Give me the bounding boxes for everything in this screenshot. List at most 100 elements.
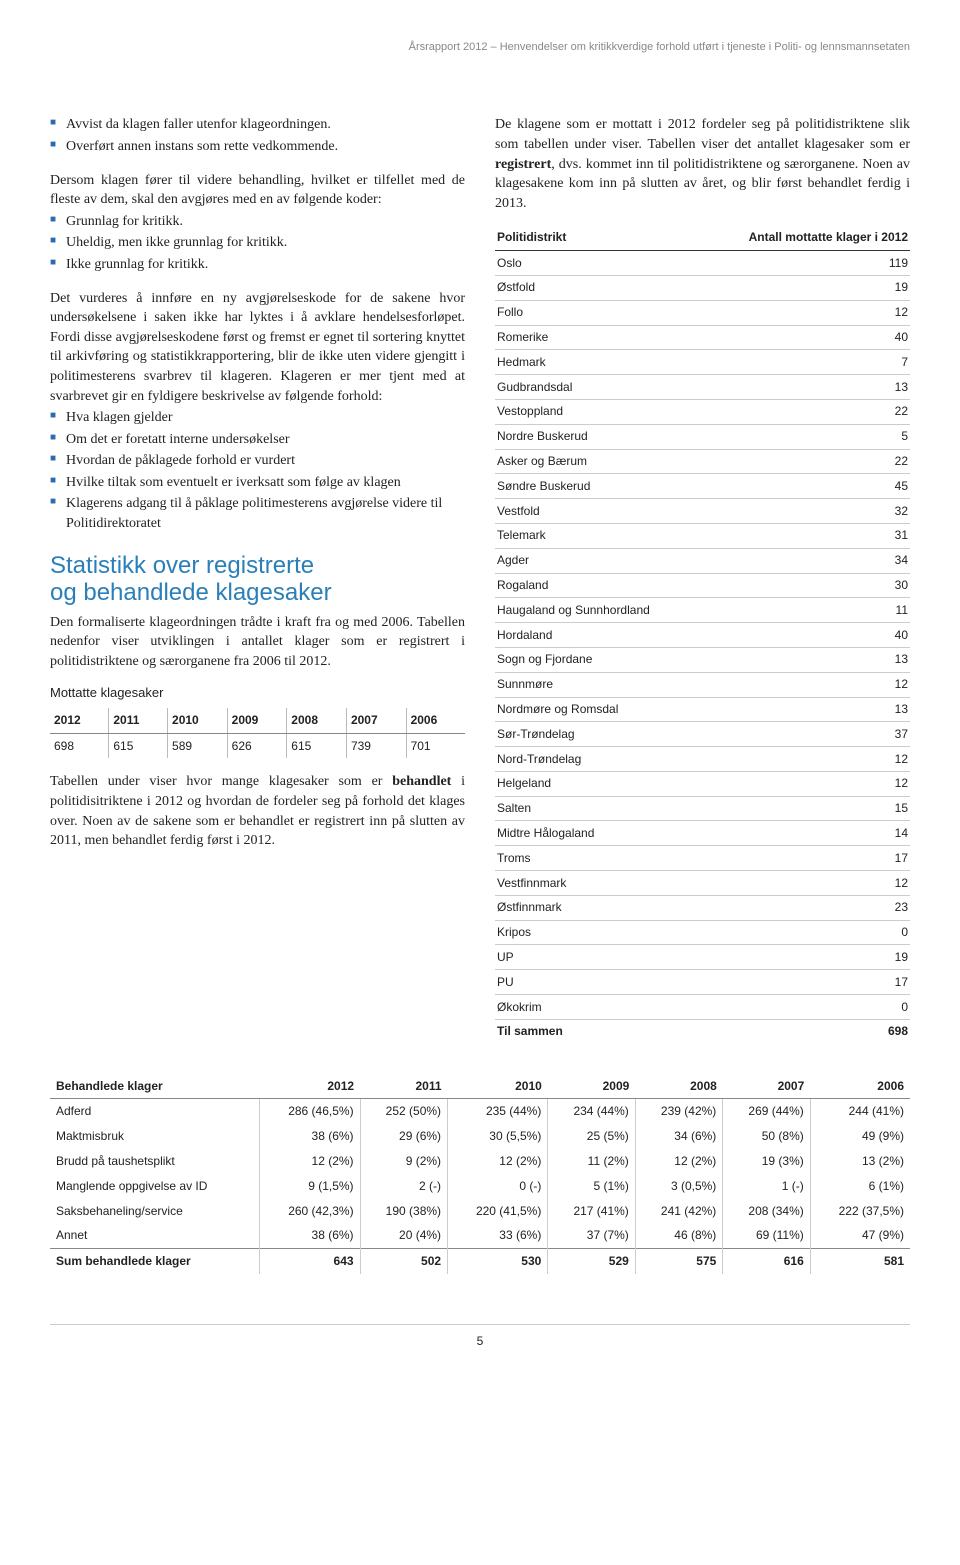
table-cell: 15	[698, 796, 910, 821]
table-cell: Nord-Trøndelag	[495, 747, 698, 772]
table-cell: 234 (44%)	[548, 1099, 635, 1124]
table-row: Manglende oppgivelse av ID9 (1,5%)2 (-)0…	[50, 1174, 910, 1199]
table-cell: 12	[698, 771, 910, 796]
bullet-list-1: Avvist da klagen faller utenfor klageord…	[50, 115, 465, 156]
table-cell: 34	[698, 548, 910, 573]
table-row: Helgeland12	[495, 771, 910, 796]
table-cell: 22	[698, 449, 910, 474]
bullet-list-3: Hva klagen gjelderOm det er foretatt int…	[50, 408, 465, 534]
table-cell: Nordmøre og Romsdal	[495, 697, 698, 722]
table-header: 2008	[287, 708, 347, 733]
table-cell: Kripos	[495, 920, 698, 945]
table-cell: 29 (6%)	[360, 1124, 447, 1149]
table-row: Nord-Trøndelag12	[495, 747, 910, 772]
table-total-row: Sum behandlede klager6435025305295756165…	[50, 1249, 910, 1274]
table-header: 2006	[406, 708, 465, 733]
paragraph: Det vurderes å innføre en ny avgjørelses…	[50, 289, 465, 407]
text: De klagene som er mottatt i 2012 fordele…	[495, 117, 910, 152]
table-cell: Brudd på taushetsplikt	[50, 1149, 260, 1174]
table-header: 2012	[50, 708, 109, 733]
bold-text: behandlet	[392, 774, 451, 789]
table-cell: 17	[698, 970, 910, 995]
table-cell: 23	[698, 895, 910, 920]
table-row: Haugaland og Sunnhordland11	[495, 598, 910, 623]
table-header: 2007	[346, 708, 406, 733]
table-row: Sogn og Fjordane13	[495, 647, 910, 672]
table-cell: 69 (11%)	[723, 1223, 810, 1248]
section-heading: Statistikk over registrerte og behandled…	[50, 552, 465, 607]
table-row: Østfinnmark23	[495, 895, 910, 920]
table-cell: 6 (1%)	[810, 1174, 910, 1199]
table-cell: Rogaland	[495, 573, 698, 598]
table-cell: 9 (2%)	[360, 1149, 447, 1174]
table-cell: 529	[548, 1249, 635, 1274]
table-cell: 38 (6%)	[260, 1124, 360, 1149]
right-column: De klagene som er mottatt i 2012 fordele…	[495, 115, 910, 1043]
table-cell: 241 (42%)	[635, 1199, 722, 1224]
list-item: Overført annen instans som rette vedkomm…	[50, 137, 465, 157]
table-cell: Sunnmøre	[495, 672, 698, 697]
table-cell: 5 (1%)	[548, 1174, 635, 1199]
table-cell: 615	[109, 733, 168, 758]
table-cell: 235 (44%)	[448, 1099, 548, 1124]
table-cell: Agder	[495, 548, 698, 573]
table-cell: 46 (8%)	[635, 1223, 722, 1248]
table-cell: Vestfinnmark	[495, 871, 698, 896]
list-item: Grunnlag for kritikk.	[50, 212, 465, 232]
table-cell: 244 (41%)	[810, 1099, 910, 1124]
table-row: Rogaland30	[495, 573, 910, 598]
list-item: Uheldig, men ikke grunnlag for kritikk.	[50, 233, 465, 253]
table-cell: Saksbehaneling/service	[50, 1199, 260, 1224]
table-cell: 12 (2%)	[635, 1149, 722, 1174]
table-cell: 49 (9%)	[810, 1124, 910, 1149]
table-cell: 33 (6%)	[448, 1223, 548, 1248]
table-cell: 698	[698, 1019, 910, 1043]
table-cell: 220 (41,5%)	[448, 1199, 548, 1224]
table-header: 2011	[360, 1074, 447, 1099]
table-header: 2010	[448, 1074, 548, 1099]
two-column-layout: Avvist da klagen faller utenfor klageord…	[50, 115, 910, 1043]
table-cell: 701	[406, 733, 465, 758]
list-item: Hva klagen gjelder	[50, 408, 465, 428]
table-cell: Økokrim	[495, 995, 698, 1020]
table-header: Behandlede klager	[50, 1074, 260, 1099]
table-cell: 20 (4%)	[360, 1223, 447, 1248]
left-column: Avvist da klagen faller utenfor klageord…	[50, 115, 465, 1043]
table-cell: 208 (34%)	[723, 1199, 810, 1224]
table-cell: 19	[698, 275, 910, 300]
table-row: Adferd286 (46,5%)252 (50%)235 (44%)234 (…	[50, 1099, 910, 1124]
table-cell: Vestoppland	[495, 399, 698, 424]
table-cell: Follo	[495, 300, 698, 325]
table-row: Nordre Buskerud5	[495, 424, 910, 449]
table-cell: Søndre Buskerud	[495, 474, 698, 499]
table-row: Troms17	[495, 846, 910, 871]
table-cell: PU	[495, 970, 698, 995]
table-cell: Salten	[495, 796, 698, 821]
table-cell: 190 (38%)	[360, 1199, 447, 1224]
table-cell: Annet	[50, 1223, 260, 1248]
table-row: Sør-Trøndelag37	[495, 722, 910, 747]
table-cell: Hordaland	[495, 623, 698, 648]
table-cell: 502	[360, 1249, 447, 1274]
table-cell: Maktmisbruk	[50, 1124, 260, 1149]
heading-line: Statistikk over registrerte	[50, 552, 314, 579]
table-cell: 17	[698, 846, 910, 871]
table-cell: Sum behandlede klager	[50, 1249, 260, 1274]
table-cell: 260 (42,3%)	[260, 1199, 360, 1224]
table-row: Gudbrandsdal13	[495, 375, 910, 400]
table-cell: Troms	[495, 846, 698, 871]
behandlede-table: Behandlede klager20122011201020092008200…	[50, 1074, 910, 1274]
table-cell: 13	[698, 647, 910, 672]
table-total-row: Til sammen698	[495, 1019, 910, 1043]
table-cell: Asker og Bærum	[495, 449, 698, 474]
table-cell: 50 (8%)	[723, 1124, 810, 1149]
table-cell: 22	[698, 399, 910, 424]
table-cell: 2 (-)	[360, 1174, 447, 1199]
table-header: 2011	[109, 708, 168, 733]
bold-text: registrert	[495, 157, 551, 172]
table-cell: Hedmark	[495, 350, 698, 375]
table-row: Økokrim0	[495, 995, 910, 1020]
table-cell: Manglende oppgivelse av ID	[50, 1174, 260, 1199]
distrikt-table: Politidistrikt Antall mottatte klager i …	[495, 225, 910, 1043]
table-row: Oslo119	[495, 251, 910, 276]
